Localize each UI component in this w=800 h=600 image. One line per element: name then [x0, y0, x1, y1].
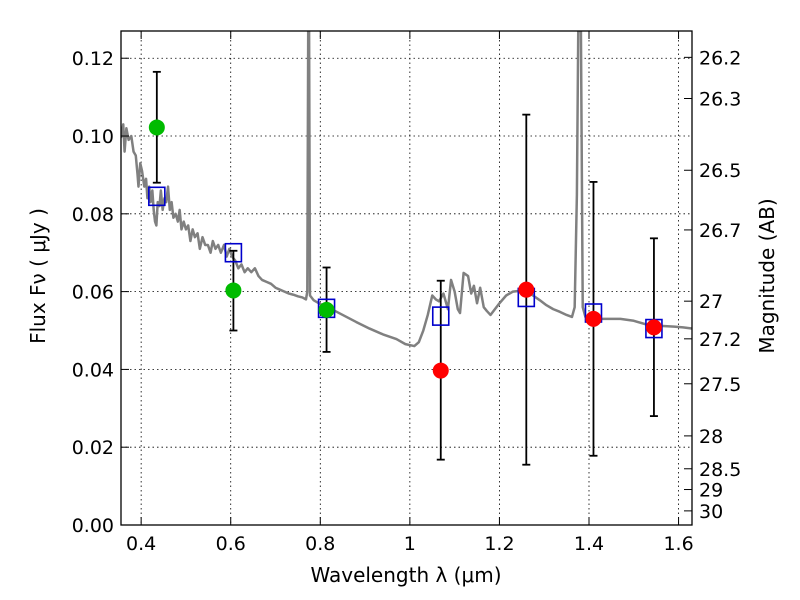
y-axis-label: Flux Fν ( μJy ): [26, 208, 50, 344]
magnitude-tick-label: 27.2: [699, 329, 741, 351]
magnitude-tick-label: 30: [699, 501, 723, 523]
red-data-point: [585, 310, 602, 327]
x-tick-label: 0.6: [216, 533, 246, 555]
y-tick-label: 0.06: [72, 282, 114, 304]
magnitude-tick-label: 26.2: [699, 47, 741, 69]
x-axis-label: Wavelength λ (μm): [310, 563, 501, 587]
magnitude-tick-label: 26.7: [699, 220, 741, 242]
y-tick-label: 0.12: [72, 48, 114, 70]
y-tick-label: 0.00: [72, 515, 114, 537]
y-tick-label: 0.02: [72, 437, 114, 459]
red-data-point: [432, 362, 449, 379]
magnitude-tick-label: 28.5: [699, 459, 741, 481]
green-data-point: [148, 119, 165, 136]
x-tick-label: 0.8: [305, 533, 335, 555]
model-square-point: [148, 186, 166, 207]
plot-frame: [120, 30, 693, 526]
x-tick-label: 0.4: [126, 533, 156, 555]
magnitude-tick-label: 29: [699, 480, 723, 502]
y-tick-label: 0.10: [72, 126, 114, 148]
model-square-point: [224, 242, 243, 263]
x-tick-label: 1.6: [663, 533, 693, 555]
red-data-point: [518, 281, 535, 298]
grid-lines: [121, 31, 692, 526]
x-tick-label: 1: [404, 533, 416, 555]
y-axis-ticks: 0.00 0.02 0.04 0.06 0.08 0.10 0.12: [72, 48, 129, 537]
green-data-point: [318, 301, 335, 318]
x-tick-label: 1.4: [574, 533, 604, 555]
sed-line-path: [121, 31, 692, 348]
magnitude-tick-label: 28: [699, 426, 723, 448]
magnitude-tick-label: 27.5: [699, 374, 741, 396]
x-axis-ticks: 0.4 0.6 0.8 1 1.2 1.4 1.6: [126, 31, 694, 555]
magnitude-axis-label: Magnitude (AB): [755, 198, 779, 353]
y-tick-label: 0.04: [72, 359, 114, 381]
data-points: [148, 119, 663, 379]
magnitude-tick-label: 27: [699, 291, 723, 313]
sed-model-line: [121, 31, 692, 348]
red-data-point: [645, 319, 662, 336]
model-square-point: [431, 306, 450, 326]
y-tick-label: 0.08: [72, 204, 114, 226]
magnitude-tick-label: 26.5: [699, 160, 741, 182]
x-tick-label: 1.2: [484, 533, 514, 555]
green-data-point: [225, 282, 242, 299]
magnitude-tick-label: 26.3: [699, 88, 741, 110]
